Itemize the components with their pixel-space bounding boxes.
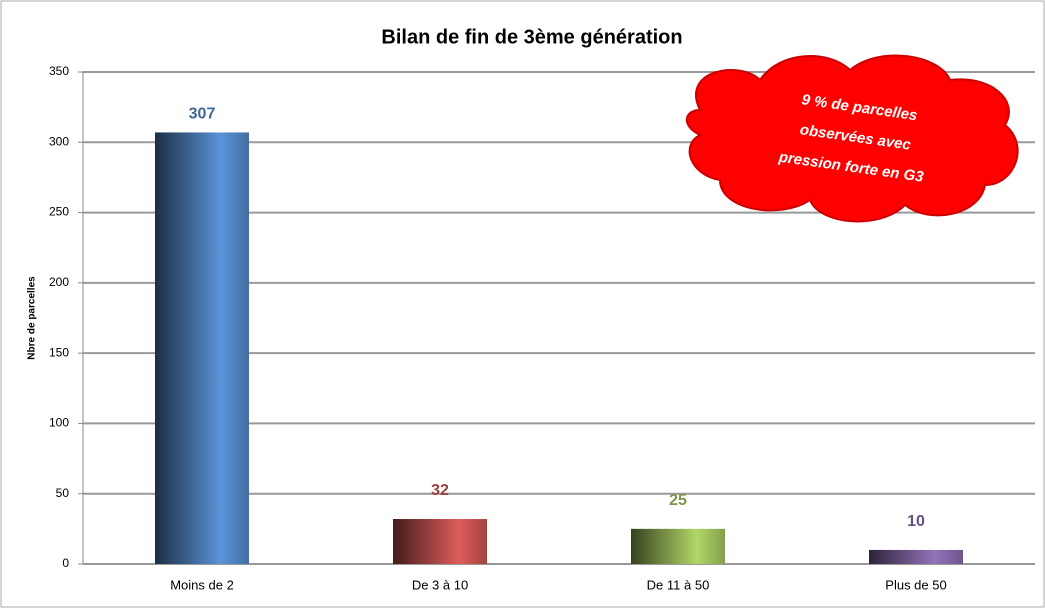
bar xyxy=(869,550,963,564)
y-tick-label: 150 xyxy=(49,345,69,359)
y-tick-label: 0 xyxy=(62,556,69,570)
callout: 9 % de parcelles observées avec pression… xyxy=(687,56,1018,222)
bar xyxy=(393,519,487,564)
y-tick-label: 100 xyxy=(49,416,69,430)
y-axis-label: Nbre de parcelles xyxy=(27,276,38,360)
x-tick-label: De 3 à 10 xyxy=(412,577,468,592)
bar xyxy=(631,529,725,564)
value-label: 32 xyxy=(431,482,449,499)
page: Bilan de fin de 3ème génération Nbre de … xyxy=(0,0,1045,608)
chart: Bilan de fin de 3ème génération Nbre de … xyxy=(0,0,1045,608)
y-tick-label: 250 xyxy=(49,205,69,219)
x-tick-label: Moins de 2 xyxy=(170,577,234,592)
y-tick-label: 200 xyxy=(49,275,69,289)
value-label: 307 xyxy=(189,106,216,123)
y-tick-label: 50 xyxy=(56,486,70,500)
value-label: 25 xyxy=(669,492,687,509)
x-tick-label: Plus de 50 xyxy=(885,577,946,592)
y-tick-label: 300 xyxy=(49,134,69,148)
value-label: 10 xyxy=(907,513,925,530)
bar xyxy=(155,132,249,564)
y-tick-label: 350 xyxy=(49,64,69,78)
chart-title: Bilan de fin de 3ème génération xyxy=(381,26,682,48)
x-tick-label: De 11 à 50 xyxy=(647,577,710,592)
